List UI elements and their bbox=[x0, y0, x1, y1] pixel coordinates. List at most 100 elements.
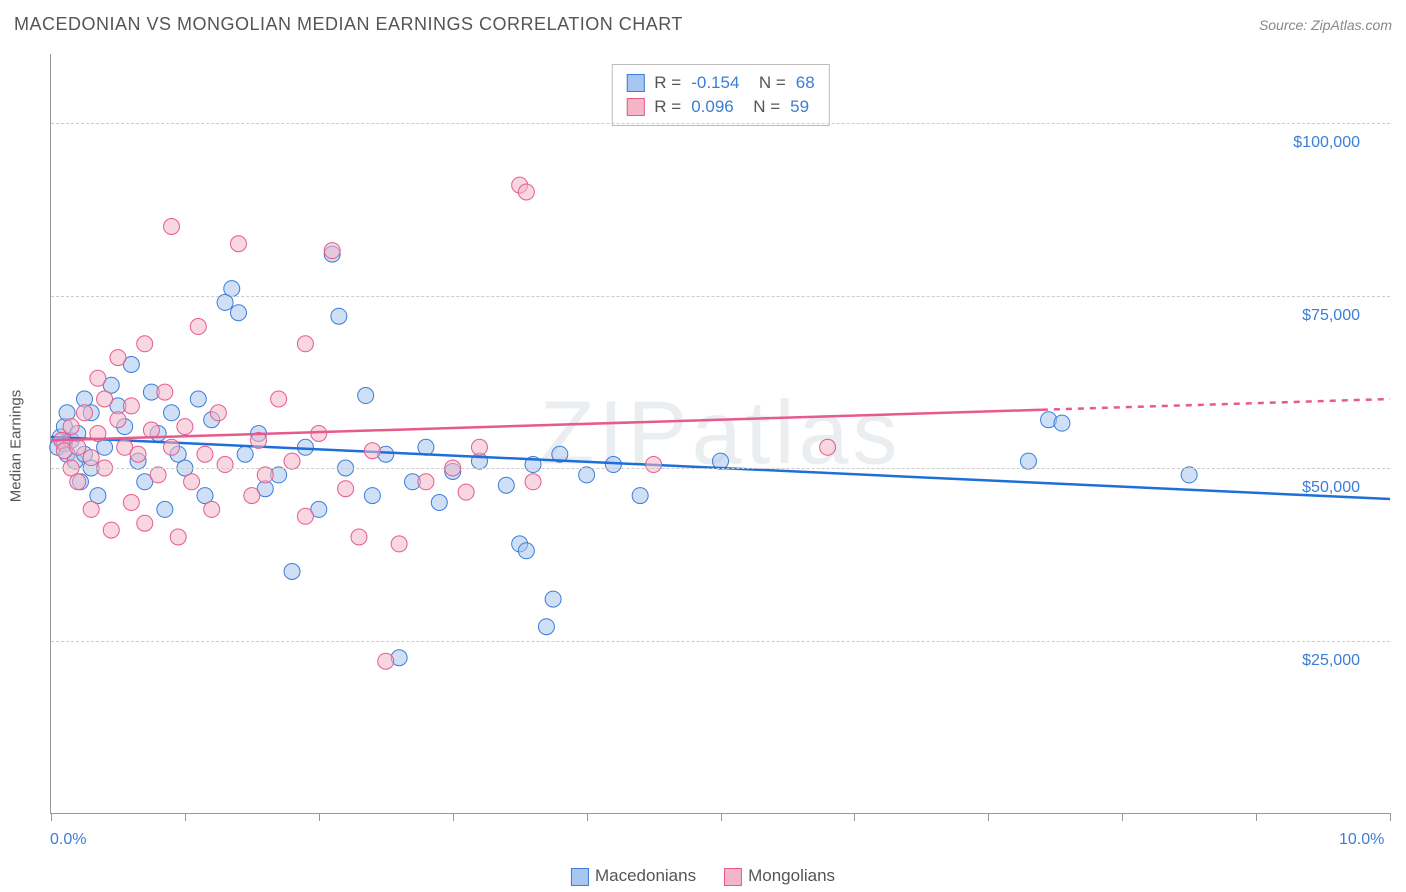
plot-area: ZIPatlas R = -0.154 N = 68 R = 0.096 N =… bbox=[50, 54, 1390, 814]
data-point bbox=[190, 319, 206, 335]
stats-r-label: R = bbox=[654, 97, 681, 117]
data-point bbox=[579, 467, 595, 483]
data-point bbox=[324, 243, 340, 259]
data-point bbox=[237, 446, 253, 462]
data-point bbox=[391, 536, 407, 552]
chart-title: MACEDONIAN VS MONGOLIAN MEDIAN EARNINGS … bbox=[14, 14, 683, 35]
trend-line-dashed bbox=[1042, 399, 1390, 410]
data-point bbox=[646, 457, 662, 473]
swatch-mongolians bbox=[724, 868, 742, 886]
data-point bbox=[498, 477, 514, 493]
data-point bbox=[338, 481, 354, 497]
y-tick-label: $75,000 bbox=[1302, 307, 1360, 325]
data-point bbox=[351, 529, 367, 545]
data-point bbox=[518, 543, 534, 559]
gridline bbox=[51, 296, 1390, 297]
data-point bbox=[157, 501, 173, 517]
x-axis-max-label: 10.0% bbox=[1339, 831, 1384, 849]
data-point bbox=[204, 501, 220, 517]
x-tick bbox=[721, 813, 722, 821]
data-point bbox=[90, 370, 106, 386]
data-point bbox=[632, 488, 648, 504]
x-tick bbox=[1256, 813, 1257, 821]
data-point bbox=[184, 474, 200, 490]
data-point bbox=[137, 515, 153, 531]
data-point bbox=[1181, 467, 1197, 483]
trend-line bbox=[51, 410, 1042, 441]
legend-item-mongolians: Mongolians bbox=[724, 866, 835, 886]
data-point bbox=[157, 384, 173, 400]
data-point bbox=[110, 350, 126, 366]
data-point bbox=[358, 388, 374, 404]
x-tick bbox=[1390, 813, 1391, 821]
data-point bbox=[164, 405, 180, 421]
data-point bbox=[70, 474, 86, 490]
data-point bbox=[97, 391, 113, 407]
data-point bbox=[471, 439, 487, 455]
data-point bbox=[545, 591, 561, 607]
data-point bbox=[164, 439, 180, 455]
data-point bbox=[257, 467, 273, 483]
y-axis-label: Median Earnings bbox=[8, 390, 25, 503]
data-point bbox=[217, 457, 233, 473]
data-point bbox=[244, 488, 260, 504]
data-point bbox=[458, 484, 474, 500]
chart-svg bbox=[51, 54, 1390, 813]
stats-n-value: 68 bbox=[796, 73, 815, 93]
x-tick bbox=[854, 813, 855, 821]
data-point bbox=[284, 453, 300, 469]
swatch-mongolians bbox=[626, 98, 644, 116]
data-point bbox=[431, 495, 447, 511]
data-point bbox=[150, 467, 166, 483]
data-point bbox=[123, 495, 139, 511]
data-point bbox=[190, 391, 206, 407]
data-point bbox=[525, 474, 541, 490]
x-tick bbox=[587, 813, 588, 821]
header: MACEDONIAN VS MONGOLIAN MEDIAN EARNINGS … bbox=[14, 14, 1392, 35]
data-point bbox=[164, 219, 180, 235]
data-point bbox=[518, 184, 534, 200]
data-point bbox=[297, 508, 313, 524]
stats-row-macedonians: R = -0.154 N = 68 bbox=[626, 71, 814, 95]
data-point bbox=[197, 446, 213, 462]
data-point bbox=[137, 336, 153, 352]
chart-container: MACEDONIAN VS MONGOLIAN MEDIAN EARNINGS … bbox=[0, 0, 1406, 892]
stats-r-label: R = bbox=[654, 73, 681, 93]
gridline bbox=[51, 123, 1390, 124]
stats-r-value: 0.096 bbox=[691, 97, 734, 117]
data-point bbox=[297, 336, 313, 352]
y-tick-label: $25,000 bbox=[1302, 652, 1360, 670]
x-tick bbox=[319, 813, 320, 821]
data-point bbox=[331, 308, 347, 324]
data-point bbox=[538, 619, 554, 635]
data-point bbox=[224, 281, 240, 297]
x-axis-min-label: 0.0% bbox=[50, 831, 86, 849]
data-point bbox=[271, 391, 287, 407]
stats-n-label: N = bbox=[744, 97, 780, 117]
data-point bbox=[1054, 415, 1070, 431]
data-point bbox=[378, 653, 394, 669]
data-point bbox=[103, 522, 119, 538]
y-tick-label: $100,000 bbox=[1293, 134, 1360, 152]
data-point bbox=[1020, 453, 1036, 469]
x-tick bbox=[1122, 813, 1123, 821]
data-point bbox=[230, 236, 246, 252]
data-point bbox=[63, 419, 79, 435]
data-point bbox=[130, 446, 146, 462]
swatch-macedonians bbox=[571, 868, 589, 886]
bottom-legend: Macedonians Mongolians bbox=[571, 866, 835, 886]
gridline bbox=[51, 641, 1390, 642]
source-attribution: Source: ZipAtlas.com bbox=[1259, 17, 1392, 33]
stats-n-label: N = bbox=[749, 73, 785, 93]
data-point bbox=[364, 443, 380, 459]
gridline bbox=[51, 468, 1390, 469]
swatch-macedonians bbox=[626, 74, 644, 92]
data-point bbox=[170, 529, 186, 545]
stats-row-mongolians: R = 0.096 N = 59 bbox=[626, 95, 814, 119]
data-point bbox=[418, 474, 434, 490]
x-tick bbox=[453, 813, 454, 821]
data-point bbox=[143, 422, 159, 438]
data-point bbox=[364, 488, 380, 504]
data-point bbox=[70, 439, 86, 455]
legend-label: Macedonians bbox=[595, 866, 696, 885]
